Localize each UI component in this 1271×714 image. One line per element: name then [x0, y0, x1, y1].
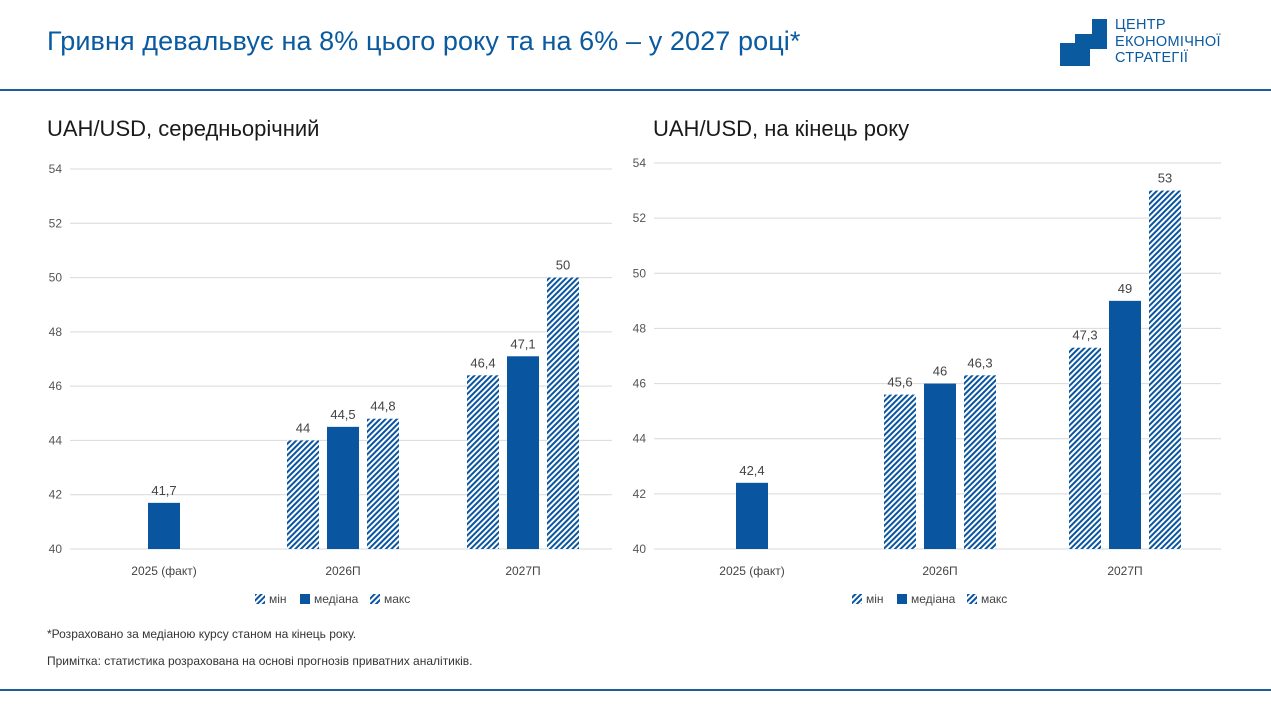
y-tick-label: 52: [49, 216, 63, 230]
bar-медіана-2: [507, 356, 539, 549]
logo-line: ЦЕНТР: [1115, 17, 1166, 33]
x-tick-label: 2027П: [505, 564, 540, 578]
legend-label: макс: [384, 592, 410, 606]
chart-year-end: 40 42 44 46 48 50 52 54 45,6 47,3 42,4 46 49 46,3 53 20…: [633, 156, 1221, 606]
y-tick-label: 42: [633, 487, 647, 501]
y-tick-label: 44: [633, 432, 647, 446]
x-tick-label: 2026П: [325, 564, 360, 578]
bar-медіана-1: [924, 383, 956, 549]
y-tick-label: 52: [633, 211, 647, 225]
data-label: 45,6: [887, 375, 912, 390]
logo-line: СТРАТЕГІЇ: [1115, 50, 1189, 66]
footnote-asterisk: *Розраховано за медіаною курсу станом на…: [47, 627, 357, 641]
data-label: 46,4: [470, 355, 495, 370]
data-label: 41,7: [151, 483, 176, 498]
x-tick-label: 2025 (факт): [719, 564, 784, 578]
data-label: 47,1: [510, 336, 535, 351]
bar-макс-2: [1149, 190, 1181, 550]
legend-swatch: [255, 594, 265, 604]
bar-медіана-0: [148, 502, 180, 549]
chart-average: 40 42 44 46 48 50 52 54 44 46,4 41,7 44,5 47,1 44,8 50…: [49, 162, 612, 606]
legend-swatch: [967, 594, 977, 604]
y-tick-label: 44: [49, 433, 63, 447]
logo-mark-icon: [1060, 19, 1107, 66]
legend-swatch: [897, 594, 907, 604]
data-label: 44,5: [330, 407, 355, 422]
y-tick-label: 50: [49, 271, 63, 285]
data-label: 46: [933, 364, 947, 379]
data-label: 44: [296, 420, 310, 435]
data-label: 44,8: [370, 399, 395, 414]
chart-title-average: UAH/USD, середньорічний: [47, 116, 320, 141]
legend-swatch: [370, 594, 380, 604]
chart-title-year-end: UAH/USD, на кінець року: [653, 116, 910, 141]
bar-мін-1: [287, 440, 319, 549]
logo-text: ЦЕНТР ЕКОНОМІЧНОЇ СТРАТЕГІЇ: [1115, 17, 1221, 67]
y-tick-label: 40: [633, 542, 647, 556]
bar-макс-2: [547, 277, 579, 549]
bar-мін-2: [467, 375, 499, 549]
header-divider: [0, 89, 1271, 91]
logo-line: ЕКОНОМІЧНОЇ: [1115, 33, 1221, 50]
data-label: 42,4: [739, 463, 764, 478]
footer-divider: [0, 689, 1271, 691]
bar-медіана-0: [736, 482, 768, 549]
y-tick-label: 50: [633, 266, 647, 280]
x-tick-label: 2025 (факт): [131, 564, 196, 578]
legend-swatch: [852, 594, 862, 604]
legend-label: мін: [866, 592, 884, 606]
legend-label: медіана: [911, 592, 956, 606]
footnote-note: Примітка: статистика розрахована на осно…: [47, 654, 473, 668]
legend-label: мін: [269, 592, 287, 606]
y-tick-label: 46: [633, 377, 647, 391]
bar-медіана-2: [1109, 300, 1141, 549]
x-tick-label: 2026П: [922, 564, 957, 578]
y-tick-label: 46: [49, 379, 63, 393]
page-title: Гривня девальвує на 8% цього року та на …: [47, 26, 801, 56]
legend-swatch: [300, 594, 310, 604]
data-label: 47,3: [1072, 328, 1097, 343]
y-tick-label: 40: [49, 542, 63, 556]
y-tick-label: 54: [633, 156, 647, 170]
y-tick-label: 48: [49, 325, 63, 339]
bar-макс-1: [367, 418, 399, 549]
y-tick-label: 48: [633, 321, 647, 335]
legend-label: макс: [981, 592, 1007, 606]
y-tick-label: 42: [49, 488, 63, 502]
bar-макс-1: [964, 375, 996, 549]
bar-медіана-1: [327, 426, 359, 549]
bar-мін-1: [884, 394, 916, 549]
logo: ЦЕНТР ЕКОНОМІЧНОЇ СТРАТЕГІЇ: [1058, 16, 1248, 76]
data-label: 46,3: [967, 355, 992, 370]
bar-мін-2: [1069, 347, 1101, 549]
x-tick-label: 2027П: [1107, 564, 1142, 578]
data-label: 53: [1158, 171, 1172, 186]
data-label: 50: [556, 258, 570, 273]
data-label: 49: [1118, 281, 1132, 296]
legend-label: медіана: [314, 592, 359, 606]
y-tick-label: 54: [49, 162, 63, 176]
